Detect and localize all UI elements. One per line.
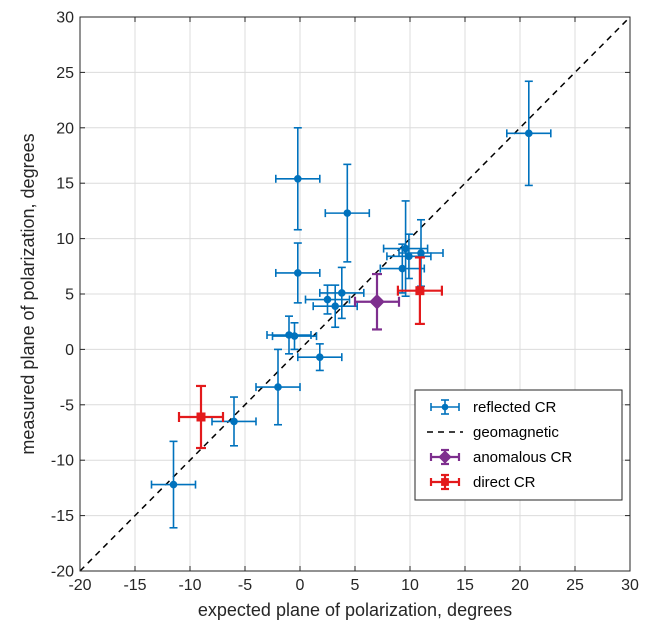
direct-cr-point [415,286,425,296]
x-tick-label: 0 [296,577,305,594]
y-tick-label: -5 [60,397,74,414]
direct-cr-point [196,412,206,422]
ticks: -20 -15 -10 -5 0 5 10 15 20 25 30 -20 -15 -10 -5 0 5 10 15… [51,10,639,595]
x-axis-label: expected plane of polarization, degrees [198,600,512,620]
y-tick-label: 5 [65,287,74,304]
x-tick-label: 25 [566,577,584,594]
x-tick-label: 10 [401,577,419,594]
reflected-cr-point [343,209,352,217]
reflected-cr-point [316,353,324,361]
anomalous-cr-point [369,294,385,310]
legend-item-reflected-cr: reflected CR [430,399,557,416]
reflected-cr-point [323,295,332,304]
legend-label: direct CR [473,474,536,491]
y-tick-label: 20 [56,120,74,137]
y-axis-label: measured plane of polarization, degrees [18,133,38,454]
y-tick-label: -20 [51,564,74,581]
y-tick-label: 10 [56,231,74,248]
x-tick-label: -20 [68,577,91,594]
x-tick-label: -5 [238,577,252,594]
legend-item-geomagnetic: geomagnetic [427,424,559,441]
x-tick-label: -15 [123,577,146,594]
reflected-cr-point [331,302,340,310]
y-tick-label: -10 [51,453,74,470]
reference-line-layer [79,16,631,572]
x-tick-label: 20 [511,577,529,594]
reflected-cr-point [405,252,413,261]
reflected-cr-point [274,383,282,391]
legend-label: anomalous CR [473,449,572,466]
legend-swatch-marker [438,450,452,464]
legend-item-anomalous-cr: anomalous CR [429,448,572,466]
reflected-cr-point [294,269,302,277]
x-tick-label: 30 [621,577,639,594]
data-layer [150,80,552,529]
legend-swatch-marker [441,478,449,486]
reflected-cr-point [417,249,425,257]
reflected-cr-point [230,417,238,426]
reflected-cr-point [169,480,178,489]
x-tick-label: 5 [351,577,360,594]
y-tick-label: 15 [56,176,74,193]
reflected-cr-point [401,244,410,253]
reflected-cr-point [338,289,346,297]
x-tick-label: -10 [178,577,201,594]
x-tick-label: 15 [456,577,474,594]
legend-label: geomagnetic [473,424,559,441]
y-tick-label: 25 [56,65,74,82]
legend-item-direct-cr: direct CR [429,473,536,491]
geomagnetic-line [79,16,631,572]
y-tick-label: 30 [56,10,74,27]
reflected-cr-point [290,332,299,340]
y-tick-label: -15 [51,508,74,525]
legend-swatch-marker [441,403,449,411]
reflected-cr-point [398,264,407,273]
reflected-cr-point [525,129,533,138]
y-tick-label: 0 [65,342,74,359]
legend-label: reflected CR [473,399,557,416]
reflected-cr-point [294,174,302,183]
legend: reflected CR geomagnetic anomalous CR direc… [414,389,623,501]
